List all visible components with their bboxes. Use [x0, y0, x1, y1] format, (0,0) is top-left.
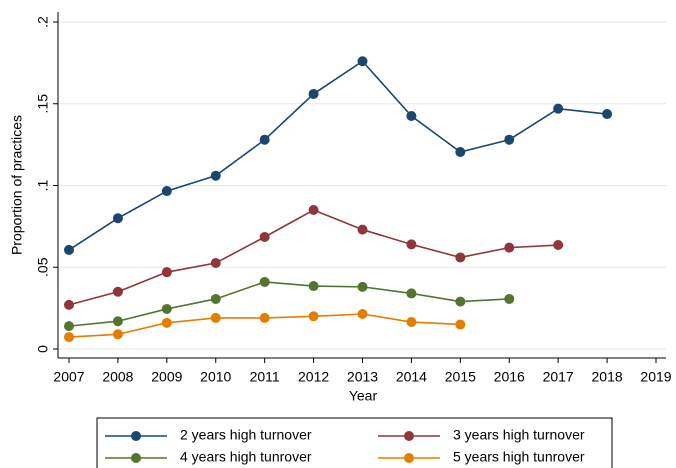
data-point [308, 311, 319, 322]
data-point [455, 296, 466, 307]
data-point [504, 134, 515, 145]
x-axis-title: Year [349, 388, 378, 404]
data-point [308, 88, 319, 99]
y-tick-label: .05 [35, 257, 51, 277]
data-point [553, 103, 564, 114]
legend-label: 5 years high tunrover [453, 449, 585, 465]
x-tick-label: 2016 [494, 369, 525, 385]
data-point [553, 240, 564, 251]
x-tick-label: 2015 [445, 369, 476, 385]
data-point [161, 317, 172, 328]
legend-label: 4 years high tunrover [180, 449, 312, 465]
legend-marker [131, 431, 141, 441]
data-point [112, 213, 123, 224]
data-point [504, 242, 515, 253]
data-point [259, 276, 270, 287]
data-point [455, 252, 466, 263]
data-point [64, 299, 74, 310]
y-tick-label: .15 [35, 94, 51, 114]
x-tick-label: 2013 [347, 369, 378, 385]
legend-label: 3 years high turnover [453, 427, 585, 443]
data-point [357, 281, 368, 292]
x-tick-label: 2011 [250, 369, 280, 385]
y-tick-label: 0 [35, 345, 51, 353]
data-point [112, 286, 123, 297]
x-tick-label: 2008 [102, 369, 133, 385]
data-point [210, 312, 221, 323]
data-point [308, 281, 319, 292]
legend-label: 2 years high turnover [180, 427, 312, 443]
x-tick-label: 2018 [592, 369, 623, 385]
y-tick-label: .2 [35, 16, 51, 28]
x-tick-label: 2009 [151, 369, 182, 385]
x-tick-label: 2017 [543, 369, 574, 385]
x-tick-label: 2012 [298, 369, 329, 385]
legend-marker [131, 453, 141, 463]
legend-box [96, 417, 613, 468]
data-point [406, 317, 417, 328]
data-point [357, 309, 368, 320]
series-line [68, 281, 510, 327]
series-line [68, 60, 608, 251]
y-axis-title: Proportion of practices [9, 115, 25, 255]
data-point [406, 111, 417, 122]
data-point [259, 232, 270, 243]
data-point [504, 293, 515, 304]
data-point [112, 316, 123, 327]
x-tick-label: 2010 [200, 369, 231, 385]
data-point [161, 186, 172, 197]
data-point [455, 319, 466, 330]
data-point [357, 224, 368, 235]
data-point [259, 312, 270, 323]
data-point [406, 239, 417, 250]
data-point [602, 109, 613, 120]
data-point [210, 170, 221, 181]
data-point [64, 332, 74, 343]
data-point [455, 146, 466, 157]
data-point [210, 257, 221, 268]
x-tick-label: 2019 [640, 369, 671, 385]
data-point [259, 134, 270, 145]
x-tick-label: 2007 [53, 369, 84, 385]
data-point [64, 321, 74, 332]
data-point [210, 293, 221, 304]
data-point [406, 288, 417, 299]
y-tick-label: .1 [35, 179, 51, 191]
data-point [64, 244, 74, 255]
data-point [308, 205, 319, 216]
x-tick-label: 2014 [396, 369, 427, 385]
data-point [161, 267, 172, 278]
data-point [161, 303, 172, 314]
data-point [357, 56, 368, 67]
legend-marker [404, 453, 414, 463]
legend-marker [404, 431, 414, 441]
data-point [112, 329, 123, 340]
